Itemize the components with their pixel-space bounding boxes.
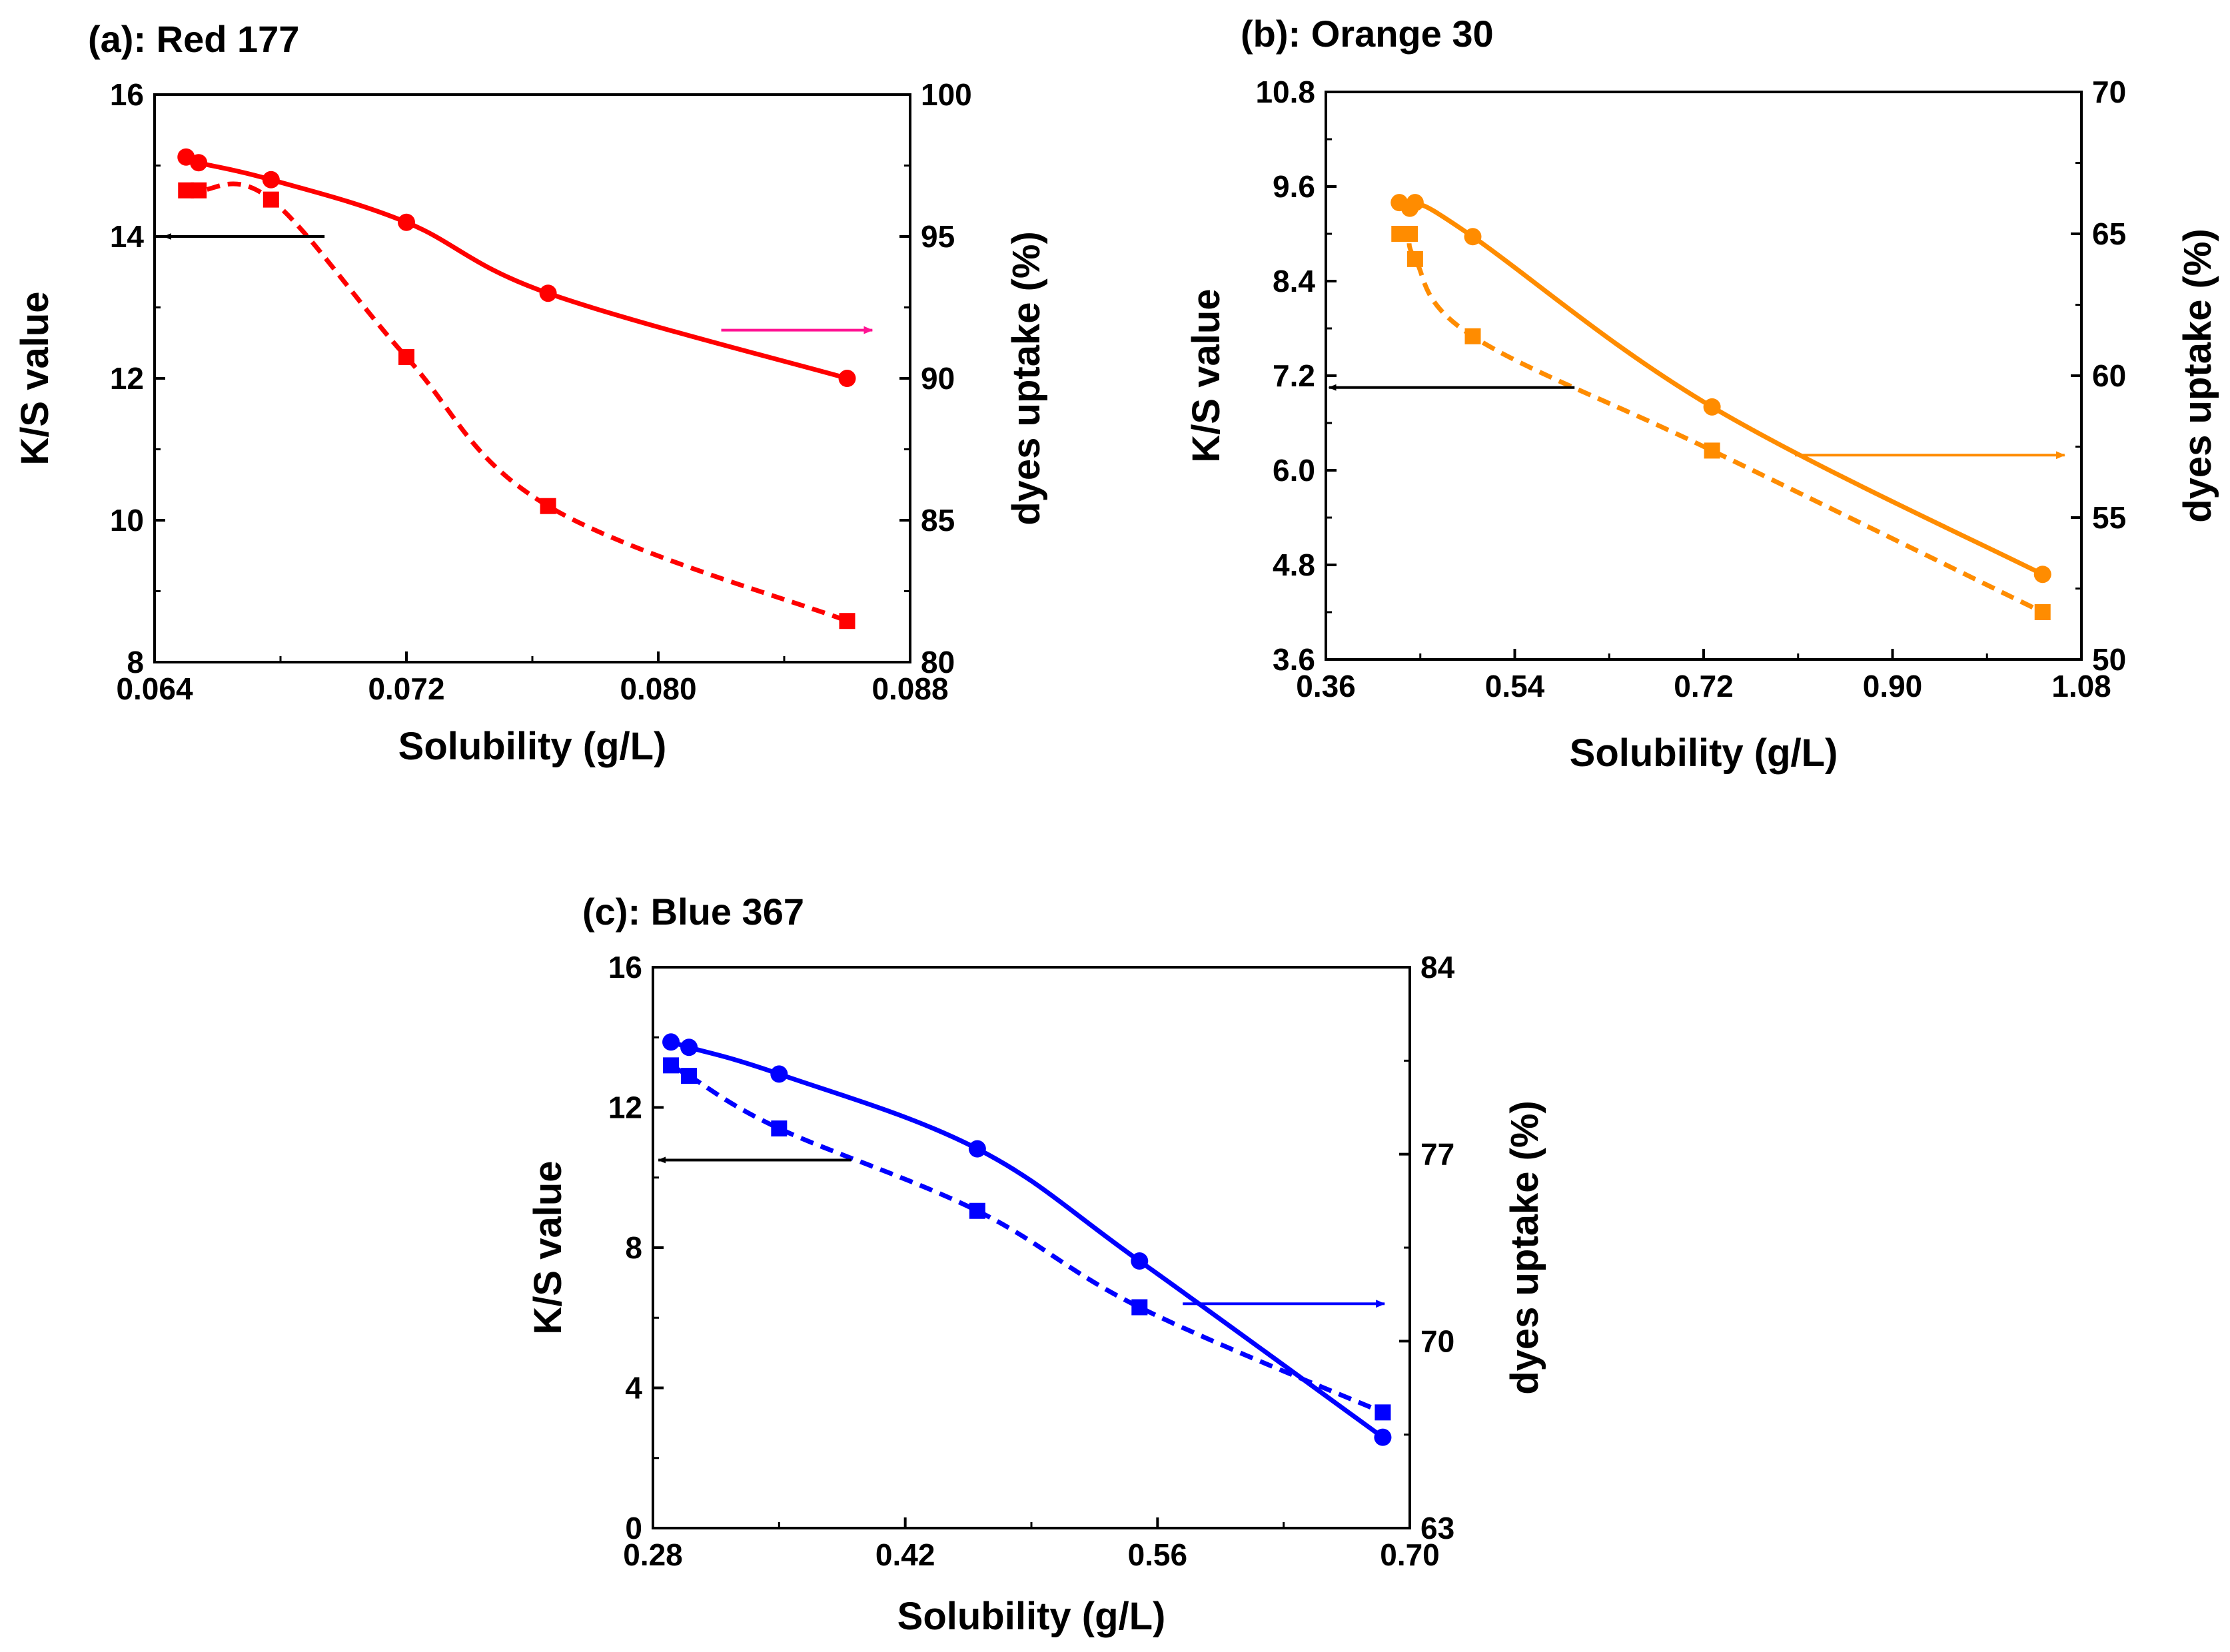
panel-c-y2-tick-label: 70 bbox=[1420, 1324, 1454, 1358]
panel-a-x-axis-label: Solubility (g/L) bbox=[398, 725, 667, 768]
panel-b-x-axis-label: Solubility (g/L) bbox=[1570, 731, 1838, 775]
panel-a-y2-axis-label: dyes uptake (%) bbox=[1005, 231, 1048, 526]
panel-a-y2-tick-label: 80 bbox=[921, 645, 955, 679]
panel-c-x-tick-label: 0.28 bbox=[623, 1537, 683, 1572]
panel-a-y2-tick-label: 95 bbox=[921, 219, 955, 254]
panel-c-y2-axis-label: dyes uptake (%) bbox=[1503, 1100, 1546, 1395]
panel-b-title: (b): Orange 30 bbox=[1241, 13, 1494, 55]
panel-b-x-tick-label: 0.72 bbox=[1674, 669, 1734, 703]
panel-c-dyes-uptake-point bbox=[662, 1033, 680, 1051]
panel-c-y-tick-label: 16 bbox=[608, 950, 642, 985]
panel-a-x-tick-label: 0.080 bbox=[620, 671, 696, 706]
panel-c-ks-value-point bbox=[663, 1057, 680, 1074]
panel-a-y-tick-label: 10 bbox=[110, 503, 144, 538]
panel-b-x-tick-label: 0.36 bbox=[1296, 669, 1356, 703]
panel-a-dyes-uptake-point bbox=[838, 370, 856, 387]
panel-a-y-tick-label: 12 bbox=[110, 361, 144, 396]
panel-b-y2-tick-label: 65 bbox=[2092, 216, 2126, 251]
panel-a-title: (a): Red 177 bbox=[88, 18, 299, 60]
panel-c-dyes-uptake-point bbox=[968, 1140, 986, 1158]
panel-b-x-tick-label: 0.90 bbox=[1863, 669, 1923, 703]
panel-a-dyes-uptake-point bbox=[398, 213, 415, 231]
panel-b-dyes-uptake-point bbox=[2033, 566, 2051, 584]
panel-b-y-tick-label: 3.6 bbox=[1273, 642, 1315, 677]
panel-c-y2-tick-label: 77 bbox=[1420, 1137, 1454, 1172]
panel-c-y-tick-label: 0 bbox=[625, 1511, 642, 1545]
panel-c-y2-tick-label: 63 bbox=[1420, 1511, 1454, 1545]
panel-b-dyes-uptake-point bbox=[1406, 194, 1424, 212]
panel-b-y2-tick-label: 60 bbox=[2092, 358, 2126, 393]
panel-a-dyes-uptake-point bbox=[262, 171, 280, 189]
panel-a-ks-value-point bbox=[540, 498, 556, 514]
panel-b-y-tick-label: 7.2 bbox=[1273, 358, 1315, 393]
panel-c-y2-tick-label: 84 bbox=[1420, 950, 1455, 985]
panel-a-ks-value-point bbox=[263, 191, 279, 208]
panel-c-x-axis-label: Solubility (g/L) bbox=[897, 1595, 1166, 1638]
panel-a-dyes-uptake-point bbox=[539, 284, 557, 302]
panel-c-x-tick-label: 0.56 bbox=[1128, 1537, 1188, 1572]
panel-a-y-axis-label: K/S value bbox=[13, 291, 57, 465]
panel-c-dyes-uptake-point bbox=[770, 1065, 788, 1083]
panel-b-y-tick-label: 6.0 bbox=[1273, 453, 1315, 488]
panel-c-ks-value-line bbox=[670, 1063, 1384, 1415]
panel-a-dyes-uptake-point bbox=[190, 154, 208, 172]
panel-c-ks-value-point bbox=[771, 1120, 788, 1137]
panel-c-ks-value-point bbox=[1375, 1404, 1391, 1421]
panel-c-blue-367: (c): Blue 367 0.28 0.42 0.56 0.70 0 4 8 12 16 63 7… bbox=[526, 891, 1546, 1638]
panel-a-y-tick-label: 16 bbox=[110, 77, 144, 112]
panel-b-y-tick-label: 10.8 bbox=[1255, 75, 1315, 109]
panel-c-title: (c): Blue 367 bbox=[582, 891, 804, 933]
panel-b-orange-30: (b): Orange 30 0.36 0.54 0.72 0.90 1.08 3.6 4.… bbox=[1185, 13, 2219, 775]
panel-c-dyes-uptake-point bbox=[680, 1038, 698, 1056]
panel-b-ks-value-line bbox=[1398, 229, 2044, 615]
panel-b-y-axis-label: K/S value bbox=[1185, 288, 1228, 462]
panel-b-y-tick-label: 9.6 bbox=[1273, 169, 1315, 204]
panel-c-ks-value-point bbox=[969, 1202, 985, 1219]
panel-c-y-tick-label: 12 bbox=[608, 1090, 642, 1125]
panel-a-y2-tick-label: 85 bbox=[921, 503, 955, 538]
panel-a-x-tick-label: 0.072 bbox=[368, 671, 444, 706]
panel-a-x-tick-label: 0.088 bbox=[871, 671, 948, 706]
panel-b-ks-value-point bbox=[2034, 604, 2051, 620]
panel-a-dyes-uptake-line bbox=[185, 155, 848, 381]
panel-c-ks-value-point bbox=[1131, 1299, 1148, 1316]
panel-b-ks-value-point bbox=[1464, 328, 1481, 344]
panel-b-dyes-uptake-point bbox=[1464, 228, 1482, 246]
panel-b-y2-tick-label: 50 bbox=[2092, 642, 2126, 677]
panel-c-x-tick-label: 0.42 bbox=[875, 1537, 935, 1572]
panel-c-x-tick-label: 0.70 bbox=[1380, 1537, 1440, 1572]
panel-a-y2-tick-label: 100 bbox=[921, 77, 972, 112]
panel-b-ks-value-point bbox=[1402, 226, 1418, 242]
panel-a-y-tick-label: 14 bbox=[110, 219, 145, 254]
panel-a-ks-value-point bbox=[839, 613, 855, 629]
panel-b-y2-tick-label: 70 bbox=[2092, 75, 2126, 109]
panel-c-dyes-uptake-point bbox=[1131, 1252, 1149, 1270]
panel-a-ks-value-point bbox=[191, 182, 207, 199]
panel-b-y-tick-label: 4.8 bbox=[1273, 548, 1315, 582]
panel-c-y-tick-label: 4 bbox=[625, 1371, 642, 1406]
panel-a-ks-value-point bbox=[398, 349, 414, 366]
panel-a-y-tick-label: 8 bbox=[127, 645, 144, 679]
panel-c-dyes-uptake-point bbox=[1374, 1428, 1392, 1446]
panel-b-y-tick-label: 8.4 bbox=[1273, 264, 1315, 298]
panel-c-ks-value-point bbox=[681, 1068, 698, 1084]
panel-b-x-tick-label: 1.08 bbox=[2051, 669, 2111, 703]
panel-a-y2-tick-label: 90 bbox=[921, 361, 955, 396]
panel-a-x-tick-label: 0.064 bbox=[116, 671, 193, 706]
panel-b-x-tick-label: 0.54 bbox=[1485, 669, 1545, 703]
panel-b-y2-tick-label: 55 bbox=[2092, 500, 2126, 535]
panel-b-ks-value-point bbox=[1704, 442, 1720, 459]
panel-c-y-axis-label: K/S value bbox=[526, 1160, 570, 1334]
panel-a-red-177: (a): Red 177 0.064 0.072 0.080 0.088 8 10 12 14… bbox=[13, 18, 1048, 768]
panel-c-dyes-uptake-line bbox=[670, 1039, 1385, 1440]
panel-b-y2-axis-label: dyes uptake (%) bbox=[2176, 228, 2219, 523]
panel-b-dyes-uptake-point bbox=[1703, 398, 1721, 416]
panel-c-plot-frame bbox=[652, 966, 1411, 1529]
panel-a-ks-value-line bbox=[185, 181, 848, 623]
panel-b-ks-value-point bbox=[1406, 250, 1423, 267]
panel-c-y-tick-label: 8 bbox=[625, 1230, 642, 1265]
